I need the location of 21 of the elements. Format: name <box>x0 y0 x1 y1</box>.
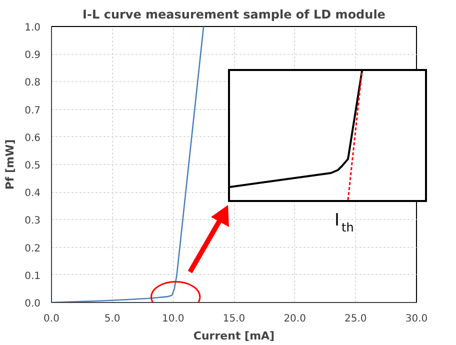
y-tick-label: 0.1 <box>24 270 41 282</box>
y-tick-label: 0.2 <box>24 243 41 254</box>
y-tick-label: 1.0 <box>24 22 41 34</box>
y-tick-label: 0.5 <box>24 160 41 172</box>
chart-title: I-L curve measurement sample of LD module <box>82 8 386 22</box>
x-tick-label: 20.0 <box>284 314 306 324</box>
y-axis-title: Pf [mW] <box>4 139 17 190</box>
x-tick-label: 10.0 <box>162 314 184 324</box>
y-tick-label: 0.6 <box>24 132 41 144</box>
x-tick-label: 15.0 <box>222 314 246 324</box>
y-tick-label: 0.9 <box>24 50 41 62</box>
x-tick-label: 5.0 <box>104 314 120 324</box>
x-tick-label: 30.0 <box>405 314 428 324</box>
y-tick-label: 0.4 <box>24 188 41 200</box>
x-tick-label: 0.0 <box>44 314 60 324</box>
y-tick-label: 0.3 <box>24 216 41 227</box>
x-axis-title: Current [mA] <box>193 330 275 342</box>
y-tick-label: 0.8 <box>24 78 41 89</box>
y-tick-label: 0.7 <box>24 105 41 116</box>
y-tick-label: 0.0 <box>24 298 41 310</box>
x-tick-label: 25.0 <box>344 314 367 324</box>
